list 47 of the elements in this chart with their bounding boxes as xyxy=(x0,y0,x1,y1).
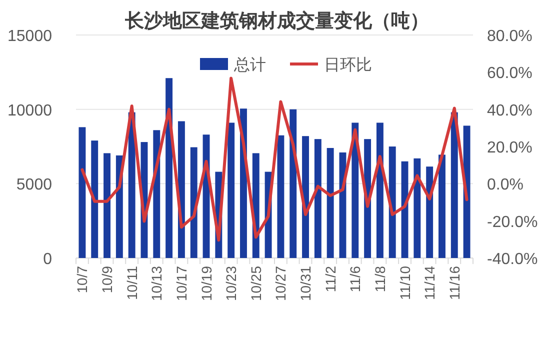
bar xyxy=(326,148,334,258)
y-tick-label: 0 xyxy=(43,251,52,268)
bar xyxy=(190,147,198,258)
x-tick-label: 10/25 xyxy=(248,266,264,302)
x-tick-label: 11/2 xyxy=(322,266,338,292)
bar xyxy=(91,140,98,258)
chart-title: 长沙地区建筑钢材成交量变化（吨） xyxy=(124,10,429,32)
bar xyxy=(228,122,235,258)
bar xyxy=(78,127,86,258)
x-tick-label: 10/27 xyxy=(272,266,289,302)
bar xyxy=(290,109,297,258)
y2-tick-label: 80.0% xyxy=(487,28,532,45)
y-tick-label: 10000 xyxy=(8,102,52,120)
bar xyxy=(314,139,322,258)
x-tick-label: 10/17 xyxy=(173,266,190,302)
bar xyxy=(376,122,384,258)
x-tick-label: 11/8 xyxy=(372,266,388,292)
x-tick-label: 10/9 xyxy=(99,266,116,294)
x-tick-label: 10/11 xyxy=(124,266,140,300)
y2-tick-label: -20.0% xyxy=(487,214,538,231)
bar xyxy=(450,112,458,258)
x-tick-label: 10/7 xyxy=(74,266,90,294)
x-tick-label: 11/10 xyxy=(396,266,413,300)
y-tick-label: 15000 xyxy=(8,28,52,45)
y2-tick-label: 20.0% xyxy=(487,140,532,156)
legend-label: 日环比 xyxy=(324,56,372,74)
y-tick-label: 5000 xyxy=(16,176,52,194)
y2-tick-label: 60.0% xyxy=(487,65,532,82)
bar xyxy=(426,166,434,258)
x-tick-label: 11/14 xyxy=(422,266,438,300)
y2-tick-label: -40.0% xyxy=(487,251,538,268)
bar xyxy=(104,153,110,258)
bar xyxy=(302,136,309,258)
x-tick-label: 11/16 xyxy=(446,266,462,300)
bar xyxy=(463,126,470,258)
x-tick-label: 11/6 xyxy=(347,266,364,292)
bar xyxy=(388,146,396,258)
bar xyxy=(277,135,284,258)
bar xyxy=(414,158,421,258)
x-tick-label: 10/13 xyxy=(148,266,165,302)
x-tick-label: 10/19 xyxy=(198,266,214,302)
x-tick-label: 10/31 xyxy=(298,266,314,302)
x-tick-label: 10/23 xyxy=(223,266,240,302)
bar xyxy=(438,154,446,258)
y2-tick-label: 40.0% xyxy=(487,102,532,120)
legend-label: 总计 xyxy=(233,56,266,74)
y2-tick-label: 0.0% xyxy=(487,176,524,194)
